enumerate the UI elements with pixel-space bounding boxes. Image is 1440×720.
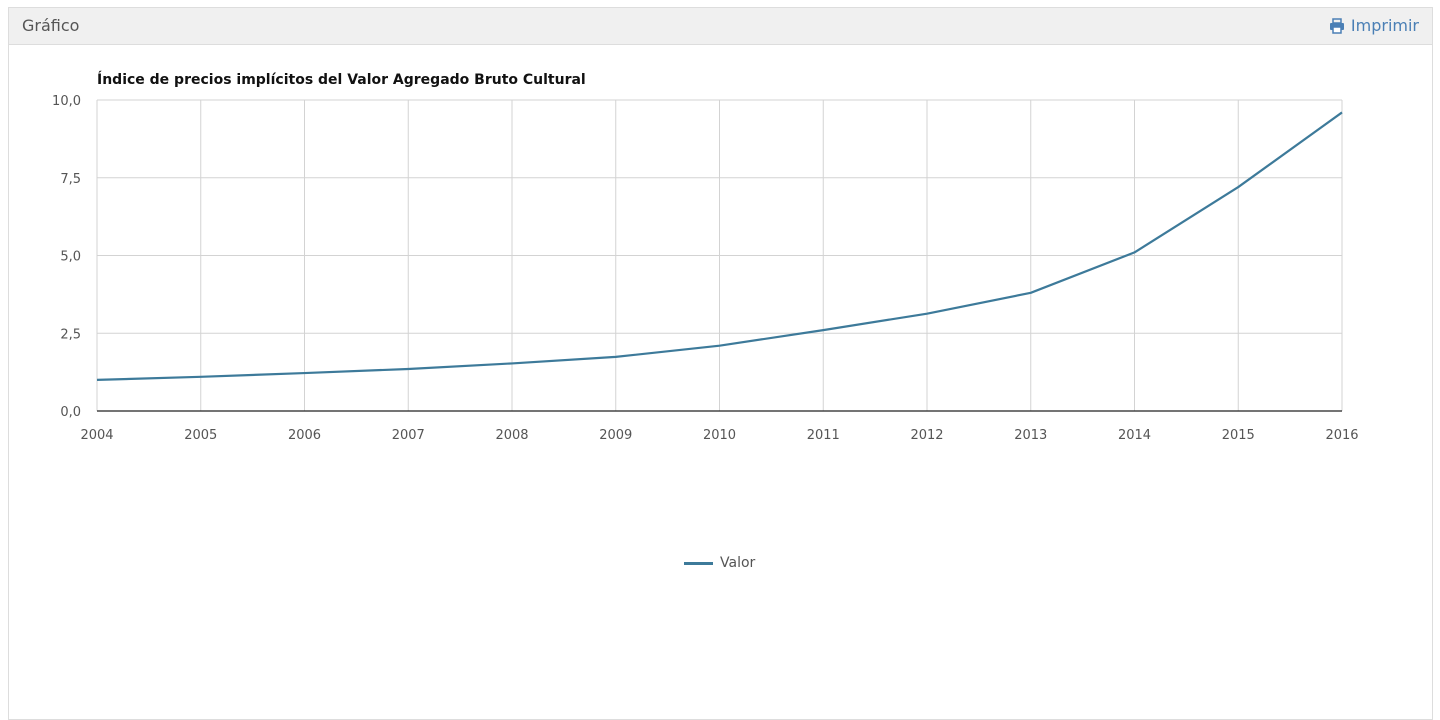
chart-panel: Gráfico Imprimir xyxy=(8,7,1433,720)
data-point[interactable] xyxy=(1339,109,1345,115)
data-point[interactable] xyxy=(1132,249,1138,255)
x-tick-label: 2008 xyxy=(495,428,528,443)
series-group xyxy=(94,109,1345,383)
series-line-valor[interactable] xyxy=(96,111,1343,381)
data-point[interactable] xyxy=(820,327,826,333)
x-tick-label: 2010 xyxy=(703,428,736,443)
x-tick-label: 2014 xyxy=(1118,428,1151,443)
x-tick-label: 2006 xyxy=(288,428,321,443)
panel-title: Gráfico xyxy=(22,16,80,35)
y-tick-label: 2,5 xyxy=(60,327,81,342)
panel-header: Gráfico Imprimir xyxy=(9,8,1432,45)
chart-grid xyxy=(96,99,1343,411)
y-tick-label: 10,0 xyxy=(52,94,81,109)
legend-label: Valor xyxy=(720,555,756,571)
y-axis-ticks: 0,0 2,5 5,0 7,5 10,0 xyxy=(52,94,81,420)
data-point[interactable] xyxy=(405,366,411,372)
data-point[interactable] xyxy=(198,374,204,380)
chart-title: Índice de precios implícitos del Valor A… xyxy=(97,72,586,88)
print-button[interactable]: Imprimir xyxy=(1329,16,1419,35)
legend-item-valor[interactable]: Valor xyxy=(684,555,755,571)
x-tick-label: 2015 xyxy=(1222,428,1255,443)
x-tick-label: 2011 xyxy=(807,428,840,443)
data-point[interactable] xyxy=(1235,184,1241,190)
x-axis-ticks: 2004 2005 2006 2007 2008 2009 2010 2011 2012 2013… xyxy=(80,428,1358,443)
data-point[interactable] xyxy=(302,370,308,376)
y-tick-label: 7,5 xyxy=(60,172,81,187)
y-tick-label: 0,0 xyxy=(60,405,81,420)
printer-icon xyxy=(1329,17,1344,34)
x-tick-label: 2012 xyxy=(910,428,943,443)
data-point[interactable] xyxy=(1028,290,1034,296)
x-tick-label: 2005 xyxy=(184,428,217,443)
data-point[interactable] xyxy=(924,311,930,317)
data-point[interactable] xyxy=(613,354,619,360)
x-tick-label: 2007 xyxy=(392,428,425,443)
legend-swatch xyxy=(684,561,713,565)
data-point[interactable] xyxy=(717,343,723,349)
print-label: Imprimir xyxy=(1350,16,1419,35)
data-point[interactable] xyxy=(94,377,100,383)
data-point[interactable] xyxy=(509,360,515,366)
x-tick-label: 2016 xyxy=(1325,428,1358,443)
x-tick-label: 2009 xyxy=(599,428,632,443)
x-tick-label: 2004 xyxy=(80,428,113,443)
x-tick-label: 2013 xyxy=(1014,428,1047,443)
y-tick-label: 5,0 xyxy=(60,250,81,265)
